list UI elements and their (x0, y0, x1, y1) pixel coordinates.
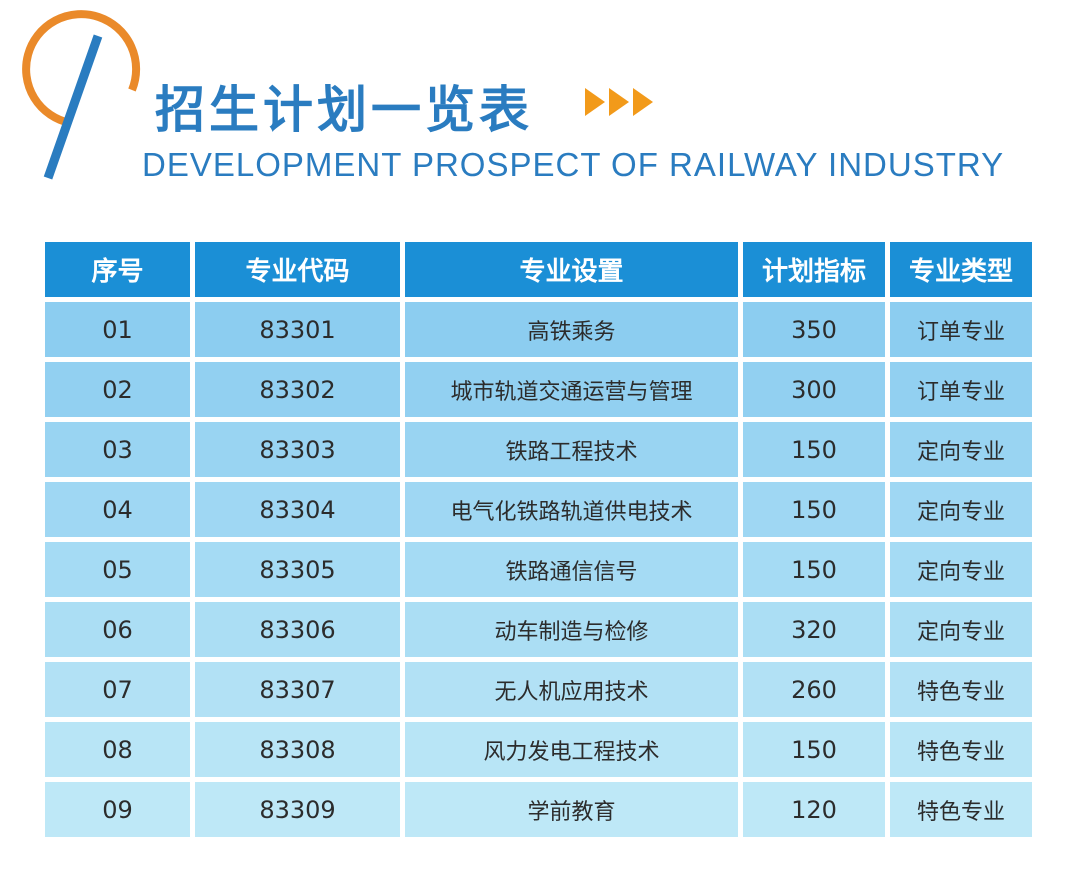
col-code-cell: 83307 (195, 662, 400, 717)
col-type-cell: 定向专业 (890, 422, 1032, 477)
col-quota-cell: 150 (743, 542, 885, 597)
col-quota-cell: 300 (743, 362, 885, 417)
col-code-cell: 83304 (195, 482, 400, 537)
col-code-cell: 83306 (195, 602, 400, 657)
col-major-cell: 电气化铁路轨道供电技术 (405, 482, 738, 537)
col-code-header: 专业代码 (195, 242, 400, 297)
col-major-header: 专业设置 (405, 242, 738, 297)
page-title: 招生计划一览表 (155, 81, 533, 139)
col-major-cell: 无人机应用技术 (405, 662, 738, 717)
col-major-cell: 城市轨道交通运营与管理 (405, 362, 738, 417)
col-index-cell: 06 (45, 602, 190, 657)
col-type-cell: 特色专业 (890, 782, 1032, 837)
enrollment-table: 序号 专业代码 专业设置 计划指标 专业类型 01 83301 高铁乘务 350 订单专业 02 8… (40, 237, 1037, 842)
col-type-cell: 定向专业 (890, 542, 1032, 597)
col-type-cell: 订单专业 (890, 302, 1032, 357)
col-major-cell: 学前教育 (405, 782, 738, 837)
col-quota-cell: 120 (743, 782, 885, 837)
col-quota-header: 计划指标 (743, 242, 885, 297)
table-row: 03 83303 铁路工程技术 150 定向专业 (45, 422, 1032, 477)
col-type-header: 专业类型 (890, 242, 1032, 297)
col-major-cell: 高铁乘务 (405, 302, 738, 357)
col-code-cell: 83303 (195, 422, 400, 477)
col-index-cell: 01 (45, 302, 190, 357)
page-subtitle: DEVELOPMENT PROSPECT OF RAILWAY INDUSTRY (142, 146, 1005, 183)
table-row: 07 83307 无人机应用技术 260 特色专业 (45, 662, 1032, 717)
col-quota-cell: 150 (743, 482, 885, 537)
col-major-cell: 风力发电工程技术 (405, 722, 738, 777)
col-index-cell: 02 (45, 362, 190, 417)
col-quota-cell: 350 (743, 302, 885, 357)
table-row: 05 83305 铁路通信信号 150 定向专业 (45, 542, 1032, 597)
table-row: 08 83308 风力发电工程技术 150 特色专业 (45, 722, 1032, 777)
col-index-cell: 09 (45, 782, 190, 837)
col-index-cell: 05 (45, 542, 190, 597)
col-quota-cell: 260 (743, 662, 885, 717)
col-index-header: 序号 (45, 242, 190, 297)
table-row: 01 83301 高铁乘务 350 订单专业 (45, 302, 1032, 357)
col-quota-cell: 150 (743, 722, 885, 777)
col-quota-cell: 150 (743, 422, 885, 477)
col-index-cell: 08 (45, 722, 190, 777)
col-code-cell: 83302 (195, 362, 400, 417)
table-row: 04 83304 电气化铁路轨道供电技术 150 定向专业 (45, 482, 1032, 537)
col-major-cell: 铁路工程技术 (405, 422, 738, 477)
col-major-cell: 动车制造与检修 (405, 602, 738, 657)
col-index-cell: 03 (45, 422, 190, 477)
col-index-cell: 04 (45, 482, 190, 537)
col-type-cell: 特色专业 (890, 662, 1032, 717)
col-code-cell: 83308 (195, 722, 400, 777)
col-code-cell: 83305 (195, 542, 400, 597)
col-code-cell: 83309 (195, 782, 400, 837)
col-index-cell: 07 (45, 662, 190, 717)
logo-arc-icon (22, 10, 141, 180)
arrows-icon (585, 88, 653, 116)
table-header-row: 序号 专业代码 专业设置 计划指标 专业类型 (45, 242, 1032, 297)
table-row: 02 83302 城市轨道交通运营与管理 300 订单专业 (45, 362, 1032, 417)
col-type-cell: 订单专业 (890, 362, 1032, 417)
col-type-cell: 定向专业 (890, 482, 1032, 537)
col-type-cell: 定向专业 (890, 602, 1032, 657)
table-row: 09 83309 学前教育 120 特色专业 (45, 782, 1032, 837)
col-quota-cell: 320 (743, 602, 885, 657)
col-code-cell: 83301 (195, 302, 400, 357)
col-type-cell: 特色专业 (890, 722, 1032, 777)
col-major-cell: 铁路通信信号 (405, 542, 738, 597)
table-row: 06 83306 动车制造与检修 320 定向专业 (45, 602, 1032, 657)
